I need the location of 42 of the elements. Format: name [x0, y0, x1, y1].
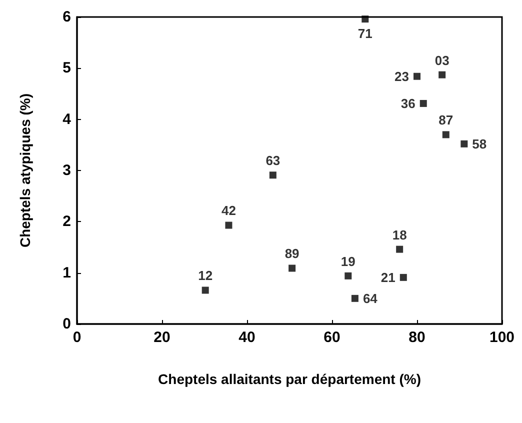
y-tick-label: 3 — [62, 162, 71, 179]
point — [420, 100, 427, 107]
annotation: 58 — [472, 136, 487, 152]
x-tick-label: 20 — [154, 329, 170, 346]
point — [438, 71, 446, 78]
annotation: 87 — [438, 112, 454, 128]
annotation: 63 — [266, 153, 280, 168]
x-tick-label: 80 — [408, 329, 426, 346]
point — [351, 294, 358, 302]
annotation: 42 — [221, 203, 236, 218]
annotation: 36 — [400, 96, 416, 111]
annotation: 12 — [198, 268, 213, 284]
y-tick-label: 5 — [62, 60, 71, 77]
x-axis-title: Cheptels allaitants par département (%) — [158, 371, 421, 387]
y-tick-label: 6 — [62, 8, 71, 26]
annotation: 21 — [380, 270, 396, 285]
point — [288, 264, 296, 272]
x-tick-label: 40 — [238, 329, 256, 346]
y-tick-label: 4 — [62, 110, 72, 128]
y-tick-label: 2 — [62, 213, 71, 230]
point — [414, 72, 420, 80]
annotation: 23 — [394, 68, 409, 84]
point — [269, 172, 276, 179]
point — [202, 286, 209, 294]
point — [225, 222, 232, 229]
point — [442, 131, 450, 138]
point — [460, 140, 468, 148]
point — [362, 16, 369, 23]
annotation: 03 — [434, 52, 450, 68]
annotation: 64 — [362, 290, 378, 306]
annotation: 18 — [392, 227, 407, 242]
x-tick-label: 100 — [489, 329, 515, 346]
x-tick-label: 60 — [324, 329, 340, 346]
annotation: 89 — [284, 246, 300, 262]
y-axis-title: Cheptels atypiques (%) — [17, 93, 33, 248]
point — [344, 272, 352, 280]
annotation: 19 — [340, 254, 356, 269]
point — [396, 246, 404, 253]
annotation: 71 — [358, 26, 372, 42]
y-tick-label: 1 — [62, 264, 71, 282]
point — [400, 274, 407, 281]
y-tick-label: 0 — [62, 316, 71, 332]
